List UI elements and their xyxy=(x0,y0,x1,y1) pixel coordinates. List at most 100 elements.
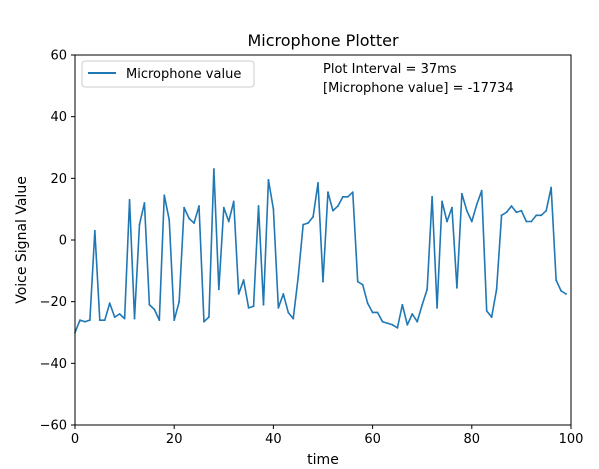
data-point xyxy=(555,279,558,281)
data-point xyxy=(366,302,369,305)
y-tick-label: 0 xyxy=(59,234,67,249)
data-point xyxy=(208,316,210,318)
data-point xyxy=(113,316,116,318)
data-point xyxy=(98,319,101,322)
y-axis-label: Voice Signal Value xyxy=(14,176,30,304)
data-point xyxy=(287,311,290,314)
data-point xyxy=(495,288,498,291)
series-line-0 xyxy=(74,168,567,333)
data-point xyxy=(441,200,443,203)
y-tick-label: −60 xyxy=(40,419,67,434)
y-tick-label: −20 xyxy=(40,295,67,310)
data-point xyxy=(292,317,295,320)
data-point xyxy=(168,219,171,221)
data-point xyxy=(302,223,305,226)
data-point xyxy=(505,211,508,214)
legend-box xyxy=(81,60,255,88)
data-point xyxy=(465,209,468,212)
data-point xyxy=(431,195,434,198)
data-point xyxy=(411,313,414,315)
chart-title: Microphone Plotter xyxy=(247,31,398,50)
data-point xyxy=(376,311,379,314)
data-point xyxy=(327,191,329,194)
series-layer xyxy=(74,168,567,334)
data-point xyxy=(426,288,429,291)
data-point xyxy=(336,205,339,207)
data-point xyxy=(351,191,354,194)
data-point xyxy=(560,289,562,292)
data-point xyxy=(232,200,235,203)
data-point xyxy=(277,306,280,309)
data-point xyxy=(520,209,523,212)
data-point xyxy=(565,293,567,295)
data-point xyxy=(118,313,121,315)
data-point xyxy=(515,211,518,214)
y-tick-label: −40 xyxy=(40,357,67,372)
x-tick-label: 0 xyxy=(71,432,79,447)
y-axis-ticks: −60 −40 −20 0 20 40 60 xyxy=(40,49,75,434)
data-point xyxy=(490,316,493,318)
x-tick-label: 80 xyxy=(464,432,481,447)
data-point xyxy=(446,220,448,223)
data-point xyxy=(173,319,176,322)
data-point xyxy=(247,306,250,309)
data-point xyxy=(297,276,300,278)
data-point xyxy=(381,320,384,323)
data-point xyxy=(332,209,334,212)
data-point xyxy=(262,303,265,306)
data-point xyxy=(188,217,190,220)
data-point xyxy=(480,189,483,192)
data-point xyxy=(282,293,285,295)
data-point xyxy=(242,279,245,281)
data-point xyxy=(257,205,260,207)
data-point xyxy=(203,320,205,323)
legend-entry-label: Microphone value xyxy=(126,67,241,82)
data-point xyxy=(222,206,225,209)
data-point xyxy=(401,303,404,306)
data-point xyxy=(193,222,195,224)
x-tick-label: 40 xyxy=(265,432,282,447)
data-point xyxy=(272,208,275,211)
data-point xyxy=(198,205,200,207)
data-point xyxy=(93,229,96,232)
legend: Microphone value xyxy=(81,60,255,88)
data-point xyxy=(183,206,186,209)
data-point xyxy=(138,223,141,226)
data-point xyxy=(227,220,230,223)
data-point xyxy=(371,311,374,314)
data-point xyxy=(158,319,161,322)
data-point xyxy=(460,192,463,195)
data-point xyxy=(128,199,131,201)
data-point xyxy=(550,186,553,189)
data-point xyxy=(133,317,136,320)
data-point xyxy=(317,182,319,184)
data-point xyxy=(178,300,181,303)
data-point xyxy=(143,202,146,204)
data-point xyxy=(163,194,166,197)
data-point xyxy=(406,323,409,326)
data-point xyxy=(322,280,324,283)
data-point xyxy=(535,214,538,217)
x-tick-label: 20 xyxy=(166,432,183,447)
data-point xyxy=(530,220,533,223)
plot-interval-annotation: Plot Interval = 37ms xyxy=(323,62,457,77)
current-value-annotation: [Microphone value] = -17734 xyxy=(323,81,514,96)
data-point xyxy=(108,302,111,305)
data-point xyxy=(267,178,270,181)
x-axis-ticks: 0 20 40 60 80 100 xyxy=(71,425,583,447)
x-axis-label: time xyxy=(307,452,339,468)
data-point xyxy=(391,323,394,326)
x-tick-label: 60 xyxy=(364,432,381,447)
data-point xyxy=(436,306,438,309)
data-point xyxy=(148,303,151,306)
data-point xyxy=(500,214,503,217)
data-point xyxy=(346,195,349,198)
data-point xyxy=(396,326,399,329)
data-point xyxy=(421,303,424,306)
data-point xyxy=(451,206,453,209)
data-point xyxy=(153,308,156,311)
data-point xyxy=(237,293,240,295)
data-point xyxy=(212,168,215,170)
data-point xyxy=(386,322,389,325)
data-point xyxy=(470,220,473,223)
